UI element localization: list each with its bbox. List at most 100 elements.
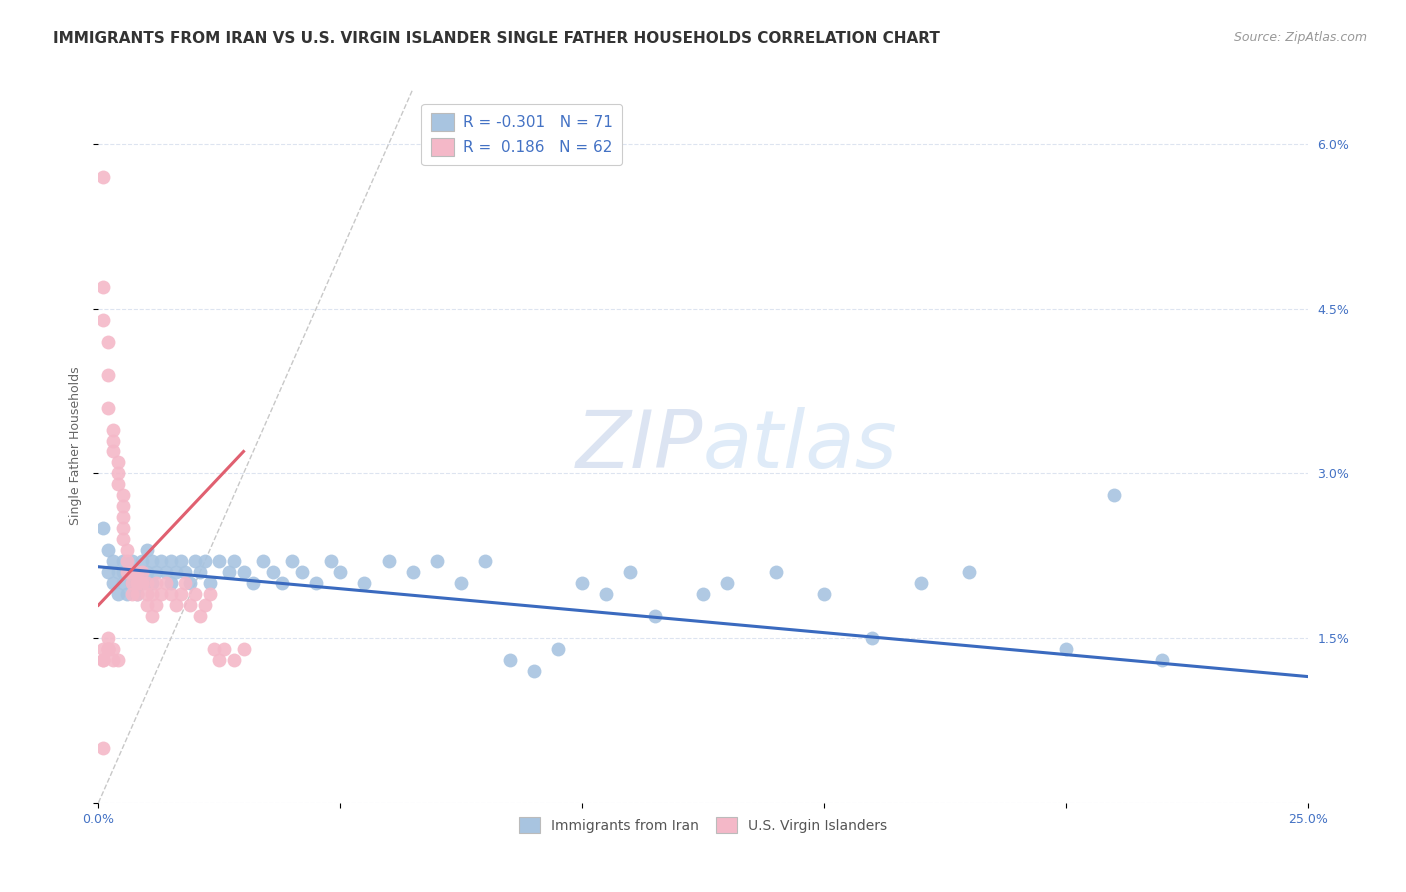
Point — [107, 566, 129, 580]
Text: IMMIGRANTS FROM IRAN VS U.S. VIRGIN ISLANDER SINGLE FATHER HOUSEHOLDS CORRELATIO: IMMIGRANTS FROM IRAN VS U.S. VIRGIN ISLA… — [53, 31, 941, 46]
Point — [262, 566, 284, 580]
Point — [97, 642, 120, 657]
Point — [377, 554, 399, 568]
Point — [179, 598, 201, 612]
Point — [957, 566, 980, 580]
Point — [692, 587, 714, 601]
Point — [111, 488, 134, 502]
Point — [188, 566, 211, 580]
Point — [155, 576, 177, 591]
Point — [127, 576, 149, 591]
Point — [91, 169, 114, 184]
Point — [101, 554, 124, 568]
Point — [121, 554, 143, 568]
Point — [121, 566, 143, 580]
Point — [111, 533, 134, 547]
Point — [111, 510, 134, 524]
Point — [107, 653, 129, 667]
Point — [252, 554, 274, 568]
Point — [547, 642, 569, 657]
Point — [474, 554, 496, 568]
Point — [174, 576, 197, 591]
Point — [111, 521, 134, 535]
Point — [135, 566, 157, 580]
Point — [860, 631, 883, 645]
Point — [1054, 642, 1077, 657]
Point — [111, 576, 134, 591]
Point — [91, 312, 114, 326]
Point — [242, 576, 264, 591]
Point — [353, 576, 375, 591]
Point — [145, 576, 167, 591]
Point — [498, 653, 520, 667]
Point — [169, 554, 191, 568]
Point — [160, 576, 183, 591]
Point — [212, 642, 235, 657]
Point — [101, 423, 124, 437]
Text: ZIP: ZIP — [575, 407, 703, 485]
Point — [97, 401, 120, 415]
Point — [107, 455, 129, 469]
Point — [127, 587, 149, 601]
Point — [194, 598, 217, 612]
Point — [127, 587, 149, 601]
Point — [813, 587, 835, 601]
Point — [117, 543, 139, 558]
Y-axis label: Single Father Households: Single Father Households — [69, 367, 83, 525]
Point — [165, 598, 187, 612]
Point — [281, 554, 304, 568]
Point — [595, 587, 617, 601]
Point — [135, 587, 157, 601]
Point — [160, 554, 183, 568]
Point — [329, 566, 352, 580]
Point — [111, 500, 134, 514]
Point — [232, 566, 254, 580]
Point — [150, 554, 173, 568]
Point — [91, 280, 114, 294]
Point — [1152, 653, 1174, 667]
Point — [305, 576, 328, 591]
Point — [121, 576, 143, 591]
Point — [91, 642, 114, 657]
Point — [127, 566, 149, 580]
Point — [131, 576, 153, 591]
Point — [910, 576, 932, 591]
Point — [204, 642, 226, 657]
Point — [131, 566, 153, 580]
Point — [198, 576, 221, 591]
Point — [208, 653, 231, 667]
Point — [117, 566, 139, 580]
Point — [402, 566, 425, 580]
Point — [1102, 488, 1125, 502]
Point — [188, 609, 211, 624]
Point — [169, 587, 191, 601]
Point — [107, 467, 129, 481]
Point — [174, 566, 197, 580]
Point — [571, 576, 593, 591]
Point — [101, 653, 124, 667]
Point — [101, 434, 124, 448]
Point — [91, 740, 114, 755]
Point — [222, 554, 245, 568]
Point — [208, 554, 231, 568]
Point — [716, 576, 738, 591]
Point — [131, 554, 153, 568]
Point — [97, 642, 120, 657]
Point — [222, 653, 245, 667]
Point — [111, 566, 134, 580]
Text: Source: ZipAtlas.com: Source: ZipAtlas.com — [1233, 31, 1367, 45]
Point — [155, 566, 177, 580]
Text: atlas: atlas — [703, 407, 898, 485]
Point — [184, 587, 207, 601]
Point — [91, 653, 114, 667]
Point — [218, 566, 240, 580]
Point — [450, 576, 472, 591]
Point — [97, 543, 120, 558]
Point — [97, 642, 120, 657]
Point — [111, 554, 134, 568]
Point — [117, 566, 139, 580]
Point — [97, 566, 120, 580]
Point — [121, 587, 143, 601]
Point — [97, 368, 120, 382]
Point — [619, 566, 641, 580]
